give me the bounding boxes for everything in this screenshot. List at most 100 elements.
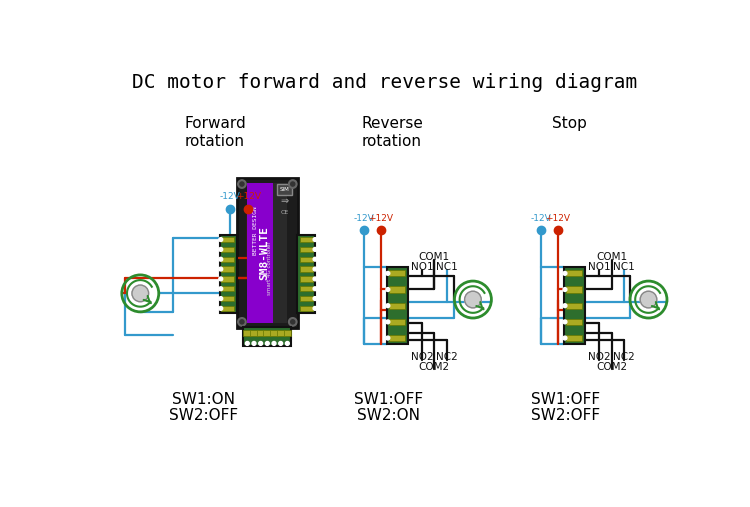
Bar [387,267,408,344]
Text: DC motor forward and reverse wiring diagram: DC motor forward and reverse wiring diag… [132,73,637,92]
Bar [221,257,234,262]
Text: -12V: -12V [530,213,551,223]
Circle shape [314,257,317,261]
Text: ⇒: ⇒ [280,196,288,206]
Text: SW2:ON: SW2:ON [357,408,420,422]
Bar [251,330,258,336]
Text: SW2:OFF: SW2:OFF [169,408,238,422]
Bar [256,330,265,336]
Bar [566,335,582,341]
Bar [221,237,234,242]
Bar [566,270,582,276]
Text: SIM: SIM [280,187,290,192]
Circle shape [219,267,223,271]
Bar [297,235,315,313]
Circle shape [238,180,246,188]
Bar [236,178,298,328]
Text: COM2: COM2 [596,363,627,372]
Bar [221,296,234,301]
Bar [270,330,278,336]
Circle shape [289,318,296,325]
Circle shape [314,306,317,310]
Bar [566,286,582,293]
Text: SW1:ON: SW1:ON [172,392,235,407]
Bar [248,183,273,323]
Bar [221,266,234,272]
Bar [564,267,585,344]
Text: COM1: COM1 [596,252,627,262]
Text: +12V: +12V [545,213,570,223]
Circle shape [314,287,317,291]
Bar [300,306,313,311]
Circle shape [563,336,567,340]
Circle shape [219,247,223,251]
Circle shape [314,277,317,281]
Text: CE: CE [280,210,289,215]
Text: Reverse
rotation: Reverse rotation [362,116,423,149]
Bar [300,237,313,242]
Text: +12V: +12V [368,213,393,223]
Text: NO2: NO2 [411,352,434,363]
Bar [244,330,251,336]
Bar [389,335,405,341]
Circle shape [252,342,256,345]
Bar [277,184,292,195]
Text: SW2:OFF: SW2:OFF [531,408,600,422]
Circle shape [563,271,567,275]
Bar [300,266,313,272]
Bar [300,296,313,301]
Circle shape [279,342,283,345]
Circle shape [286,342,290,345]
Bar [221,247,234,252]
Circle shape [259,342,262,345]
Text: SW1:OFF: SW1:OFF [354,392,423,407]
Circle shape [464,291,482,308]
Bar [389,286,405,293]
Text: NO1: NO1 [411,262,434,272]
Text: COM2: COM2 [419,363,450,372]
Circle shape [640,291,657,308]
Bar [389,303,405,309]
Text: NO1: NO1 [588,262,610,272]
Bar [263,330,272,336]
Circle shape [219,238,223,241]
Text: Forward
rotation: Forward rotation [184,116,246,149]
Circle shape [314,247,317,251]
Circle shape [386,304,390,308]
Text: NC2: NC2 [436,352,457,363]
Bar [300,257,313,262]
Circle shape [245,342,249,345]
Text: NO2: NO2 [588,352,610,363]
Text: smart 4G controller: smart 4G controller [267,241,272,295]
Bar [221,276,234,281]
Circle shape [219,306,223,310]
Circle shape [266,342,269,345]
Text: +12V: +12V [236,192,260,201]
Bar [220,235,237,313]
Bar [566,319,582,325]
Circle shape [314,267,317,271]
Bar [389,319,405,325]
Text: -12V: -12V [353,213,374,223]
Bar [300,276,313,281]
Circle shape [386,271,390,275]
Bar [221,306,234,311]
Circle shape [289,180,296,188]
Text: Stop: Stop [552,116,586,131]
Text: SW1:OFF: SW1:OFF [531,392,600,407]
Text: SM8-WLTE: SM8-WLTE [260,226,269,280]
Text: COM1: COM1 [419,252,450,262]
Circle shape [563,287,567,292]
Circle shape [563,304,567,308]
Bar [284,330,291,336]
Circle shape [219,297,223,301]
Circle shape [238,318,246,325]
Circle shape [219,257,223,261]
Bar [273,183,287,323]
Circle shape [386,336,390,340]
Circle shape [219,277,223,281]
Circle shape [314,297,317,301]
Text: NC2: NC2 [613,352,634,363]
Bar [300,247,313,252]
Circle shape [563,320,567,324]
